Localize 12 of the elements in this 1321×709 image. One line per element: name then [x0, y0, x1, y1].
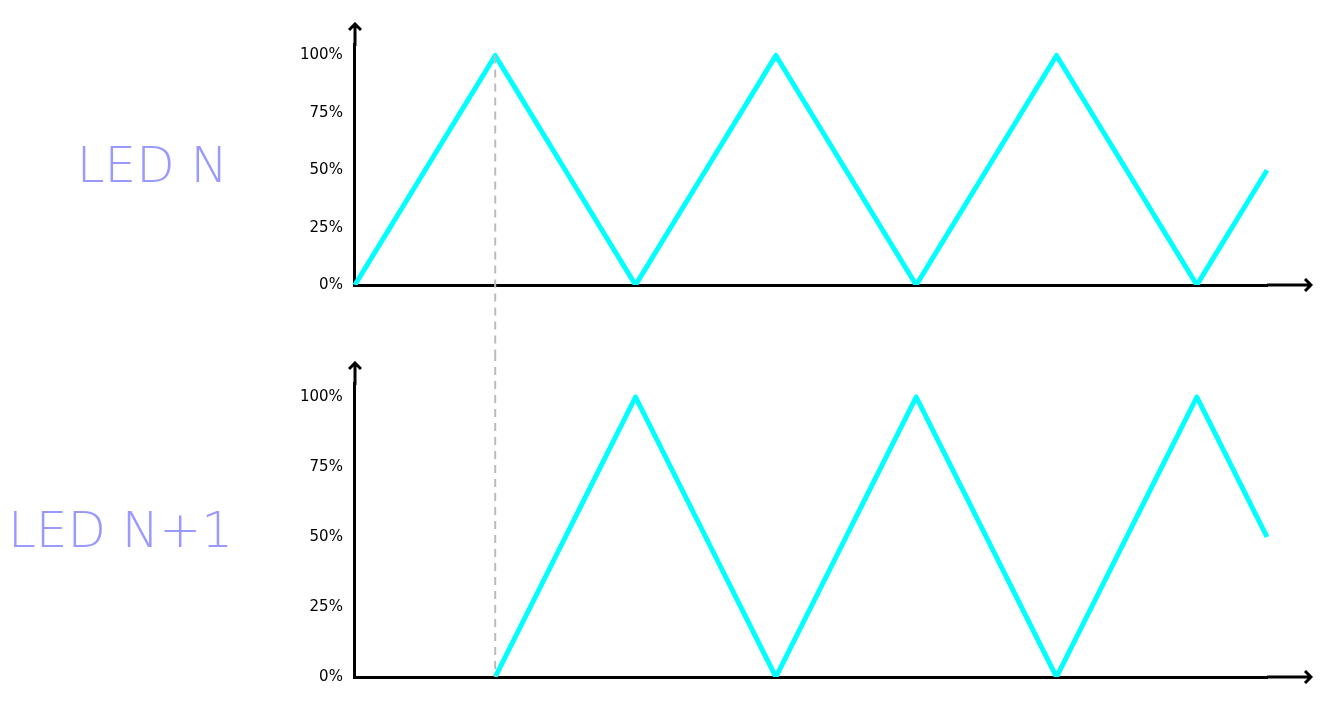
y-tick-label: 25%: [309, 217, 343, 236]
y-tick-label: 75%: [309, 456, 343, 475]
y-tick-label: 100%: [299, 386, 343, 405]
y-tick-label: 25%: [309, 596, 343, 615]
y-tick-label: 100%: [299, 45, 343, 64]
y-tick-label: 0%: [319, 666, 343, 685]
y-axis-title: LED N: [75, 134, 228, 195]
y-axis-title: LED N+1: [8, 500, 233, 560]
y-tick-label: 50%: [309, 526, 343, 545]
y-tick-label: 75%: [309, 102, 343, 121]
y-tick-label: 0%: [319, 274, 343, 293]
y-tick-label: 50%: [309, 160, 343, 179]
